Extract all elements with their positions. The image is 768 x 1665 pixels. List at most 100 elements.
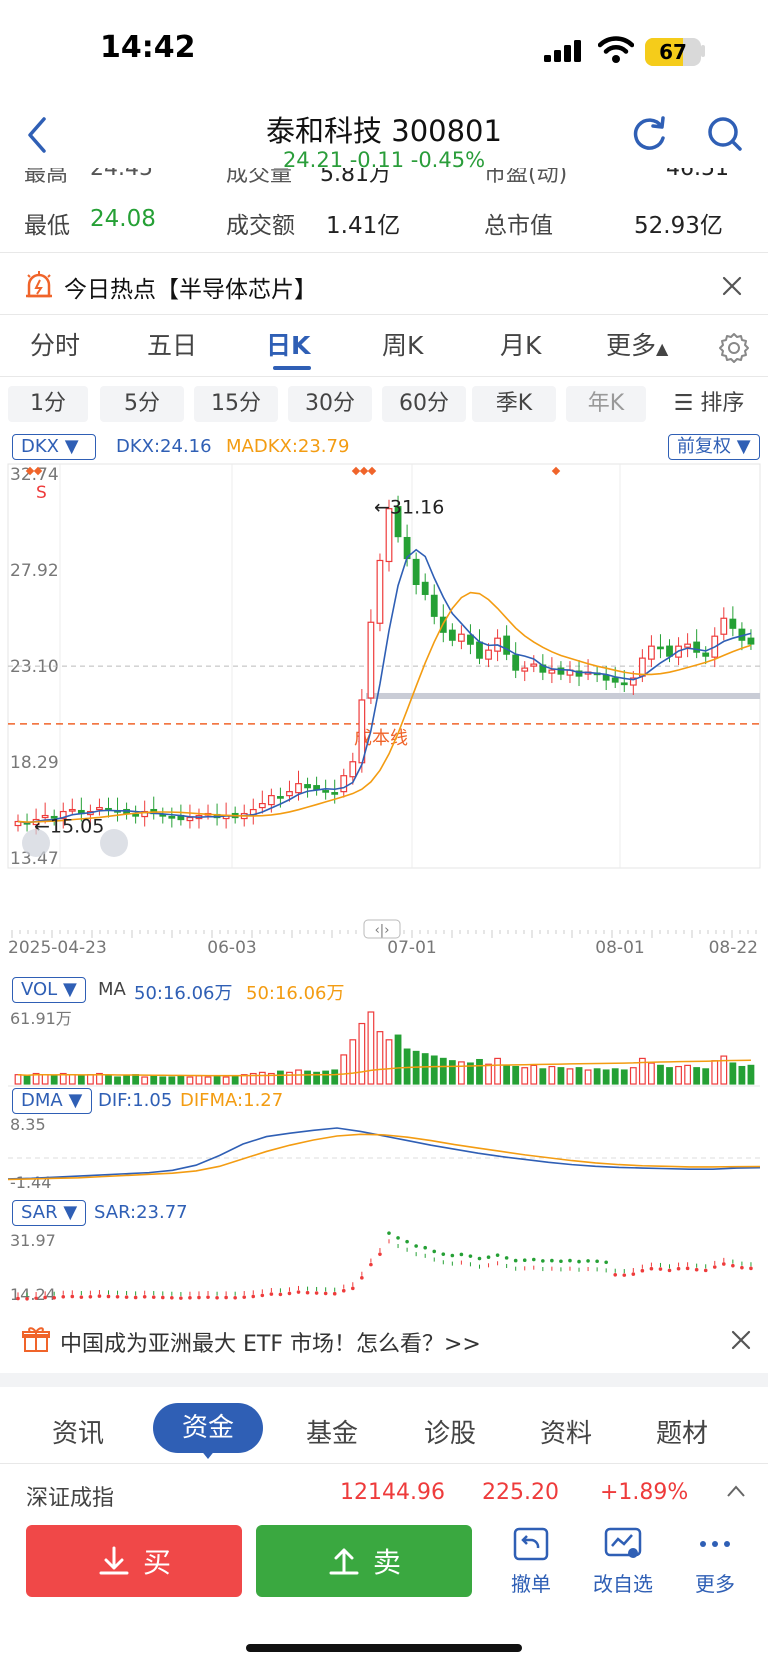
chevron-up-icon[interactable] (726, 1484, 746, 1498)
event-marker (367, 466, 377, 476)
candle-body (512, 654, 520, 671)
support-band (366, 692, 760, 699)
tab-profile[interactable]: 资料 (540, 1419, 593, 1449)
search-icon[interactable] (706, 114, 744, 154)
scrubber-handle (363, 919, 401, 939)
tab-weekly-k[interactable]: 周K (382, 331, 424, 360)
sar-dot (260, 1293, 265, 1298)
tab-monthly-k[interactable]: 月K (500, 331, 542, 360)
dma-top-label: 8.35 (10, 1115, 46, 1134)
watchlist-button[interactable]: 改自选 (588, 1526, 658, 1597)
tab-underline (273, 366, 311, 370)
volume-bar (503, 1064, 511, 1085)
etf-banner-text[interactable]: 中国成为亚洲最大 ETF 市场！怎么看？>> (60, 1332, 481, 1357)
sar-dot (25, 1297, 29, 1301)
tab-five-day[interactable]: 五日 (147, 331, 198, 360)
sar-dot (595, 1259, 599, 1264)
y-tick-label: 13.47 (10, 849, 59, 869)
sar-dot (477, 1256, 482, 1261)
candle-body (322, 790, 330, 793)
period-1min[interactable]: 1分 (8, 386, 88, 422)
volume-bar (494, 1057, 501, 1085)
more-button[interactable]: 更多 (680, 1526, 750, 1597)
amount-label: 成交额 (226, 213, 295, 239)
volume-bar (50, 1075, 58, 1085)
sar-dot (115, 1294, 120, 1299)
volume-bar (684, 1064, 692, 1085)
period-quarter-k[interactable]: 季K (472, 386, 556, 422)
volume-bar (557, 1067, 565, 1085)
volume-label: 成交量 (226, 168, 293, 187)
refresh-icon[interactable] (630, 114, 668, 154)
tab-funds[interactable]: 资金 (153, 1403, 263, 1453)
period-60min[interactable]: 60分 (382, 386, 466, 422)
volume-bar (177, 1075, 185, 1085)
kline-tabs: 分时 五日 日K 周K 月K 更多▲ (0, 326, 768, 372)
index-pct: +1.89% (600, 1480, 689, 1505)
sar-indicator-select[interactable]: SAR ▼ (12, 1200, 86, 1226)
sort-button[interactable]: ☰ 排序 (656, 386, 762, 422)
dkx-indicator-select[interactable]: DKX ▼ (12, 434, 96, 460)
period-year-k[interactable]: 年K (566, 386, 646, 422)
dma-indicator-select[interactable]: DMA ▼ (12, 1088, 92, 1114)
volume-bar (186, 1076, 194, 1085)
volume-bar (32, 1072, 40, 1085)
sar-dot (215, 1295, 219, 1300)
tab-more[interactable]: 更多▲ (606, 326, 668, 362)
sar-dot (360, 1276, 364, 1280)
close-hot-icon[interactable] (720, 274, 744, 298)
close-banner-icon[interactable] (729, 1328, 753, 1352)
volume-bar (168, 1076, 176, 1085)
tab-theme[interactable]: 题材 (656, 1419, 709, 1449)
tab-intraday[interactable]: 分时 (30, 331, 81, 360)
sell-button[interactable]: 卖 (256, 1525, 472, 1597)
index-bar[interactable]: 深证成指 12144.96 225.20 +1.89% (0, 1466, 768, 1518)
event-marker (33, 466, 43, 476)
candle-body (430, 594, 438, 617)
candle-body (358, 699, 366, 764)
download-arrow-icon (99, 1546, 129, 1575)
volume-bar (322, 1070, 330, 1085)
sar-dot (541, 1259, 545, 1263)
volume-bar (68, 1074, 76, 1085)
sar-dot (170, 1295, 174, 1300)
cancel-order-button[interactable]: 撤单 (496, 1526, 566, 1597)
menu-icon: ☰ (673, 391, 701, 416)
kline-chart[interactable]: 32.7427.9223.1018.2913.47成本线←31.16←15.05… (0, 460, 768, 970)
sar-dot (577, 1259, 581, 1264)
tab-daily-k[interactable]: 日K (266, 331, 311, 360)
adjust-select[interactable]: 前复权 ▼ (668, 434, 760, 460)
hot-topic-text[interactable]: 今日热点【半导体芯片】 (64, 277, 317, 303)
candle-body (702, 652, 710, 657)
period-15min[interactable]: 15分 (194, 386, 278, 422)
tab-fund[interactable]: 基金 (306, 1419, 359, 1449)
tab-news[interactable]: 资讯 (52, 1419, 105, 1449)
sar-dot (151, 1295, 156, 1299)
sar-dot (278, 1292, 283, 1297)
period-5min[interactable]: 5分 (100, 386, 184, 422)
sort-label: 排序 (700, 391, 745, 416)
sar-dot (495, 1253, 500, 1257)
period-30min[interactable]: 30分 (288, 386, 372, 422)
buy-button[interactable]: 买 (26, 1525, 242, 1597)
volume-bar (195, 1075, 203, 1085)
wifi-icon (598, 36, 634, 63)
back-icon[interactable] (24, 115, 50, 155)
candle-body (168, 815, 176, 819)
tab-diagnose[interactable]: 诊股 (424, 1419, 477, 1449)
sar-dot (604, 1260, 608, 1265)
dropdown-icon: ▼ (64, 436, 79, 457)
candle-body (349, 761, 357, 778)
gear-icon[interactable] (718, 332, 750, 364)
tab-more-label: 更多 (606, 331, 657, 360)
y-tick-label: 32.74 (10, 465, 59, 485)
vol-indicator-select[interactable]: VOL ▼ (12, 977, 86, 1003)
volume-bar (747, 1064, 755, 1085)
sar-dot (43, 1295, 47, 1300)
volume-bar (720, 1055, 728, 1085)
candle-body (638, 657, 646, 677)
sar-top-label: 31.97 (10, 1231, 56, 1250)
volume-bar (693, 1067, 701, 1085)
vol-ma2: 50:16.06万 (246, 983, 345, 1004)
candle-body (50, 815, 58, 819)
